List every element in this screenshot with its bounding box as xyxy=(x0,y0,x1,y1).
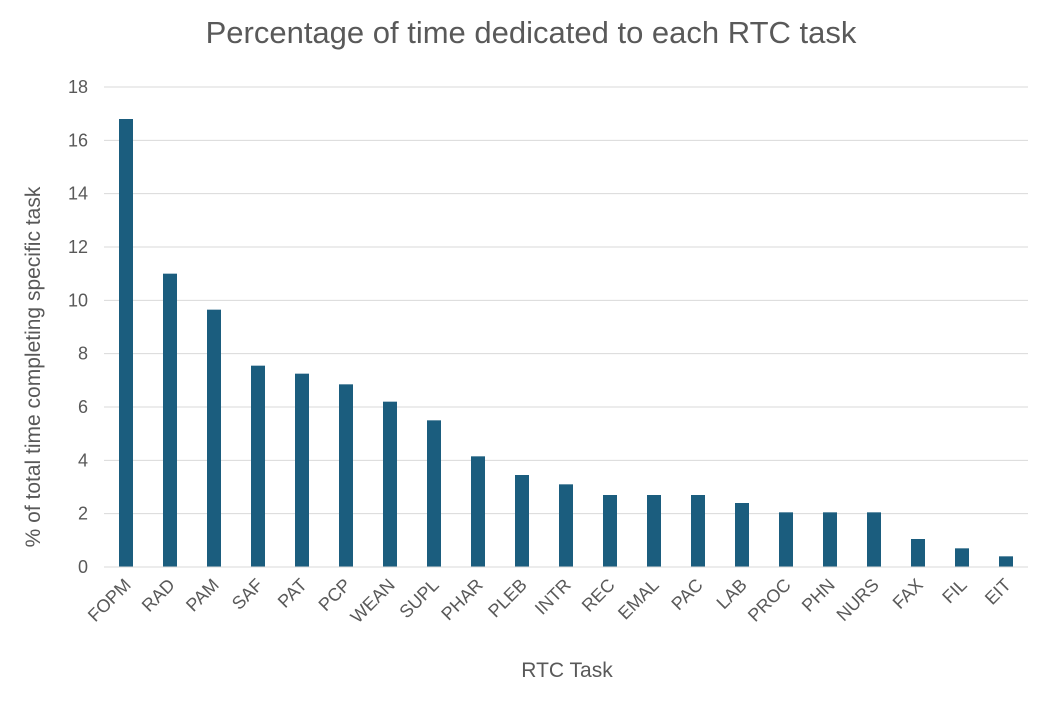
x-tick-label: FAX xyxy=(889,575,927,613)
y-axis-ticks: 0 2 4 6 8 10 12 14 16 18 xyxy=(68,77,88,577)
bar-intr xyxy=(559,484,573,567)
bar-fopm xyxy=(119,119,133,567)
x-tick-label: PHAR xyxy=(437,575,487,625)
x-axis-title: RTC Task xyxy=(521,659,613,682)
bar-pcp xyxy=(339,384,353,567)
y-tick-label: 2 xyxy=(78,504,88,524)
bar-phar xyxy=(471,456,485,567)
x-tick-label: PCP xyxy=(315,575,355,615)
bar-saf xyxy=(251,365,265,567)
bar-nurs xyxy=(867,512,881,567)
x-tick-label: EMAL xyxy=(614,575,663,624)
y-tick-label: 14 xyxy=(68,184,88,204)
x-tick-label: PAT xyxy=(274,575,311,612)
bar-pleb xyxy=(515,475,529,567)
bar-pat xyxy=(295,373,309,567)
bar-rad xyxy=(163,273,177,567)
x-tick-label: INTR xyxy=(531,575,575,619)
x-tick-label: PAC xyxy=(667,575,706,614)
y-tick-label: 4 xyxy=(78,450,88,470)
bar-pam xyxy=(207,309,221,567)
gridlines xyxy=(104,86,1028,515)
bar-lab xyxy=(735,503,749,567)
x-tick-label: PLEB xyxy=(484,575,531,622)
y-tick-label: 6 xyxy=(78,397,88,417)
bar-emal xyxy=(647,495,661,567)
bar-fil xyxy=(955,548,969,567)
y-tick-label: 0 xyxy=(78,557,88,577)
x-tick-label: SAF xyxy=(228,575,267,614)
x-tick-label: REC xyxy=(578,575,619,616)
x-tick-label: SUPL xyxy=(395,575,442,622)
x-tick-label: EIT xyxy=(981,575,1015,609)
bar-supl xyxy=(427,420,441,567)
y-tick-label: 16 xyxy=(68,130,88,150)
y-tick-label: 18 xyxy=(68,77,88,97)
x-tick-label: LAB xyxy=(713,575,751,613)
bar-phn xyxy=(823,512,837,567)
y-tick-label: 10 xyxy=(68,290,88,310)
bars xyxy=(119,119,1013,567)
bar-eit xyxy=(999,556,1013,567)
y-axis-title: % of total time completing specific task xyxy=(22,186,45,547)
bar-pac xyxy=(691,495,705,567)
x-tick-label: FOPM xyxy=(84,575,135,626)
x-tick-label: FIL xyxy=(938,575,971,608)
y-tick-label: 8 xyxy=(78,344,88,364)
y-tick-label: 12 xyxy=(68,237,88,257)
x-tick-label: PAM xyxy=(182,575,223,616)
bar-wean xyxy=(383,401,397,567)
x-tick-label: PROC xyxy=(744,575,795,626)
x-tick-label: RAD xyxy=(138,575,179,616)
bar-rec xyxy=(603,495,617,567)
bar-fax xyxy=(911,539,925,567)
x-tick-label: NURS xyxy=(833,575,883,625)
x-tick-label: WEAN xyxy=(347,575,399,627)
bar-proc xyxy=(779,512,793,567)
chart-title: Percentage of time dedicated to each RTC… xyxy=(206,15,857,50)
